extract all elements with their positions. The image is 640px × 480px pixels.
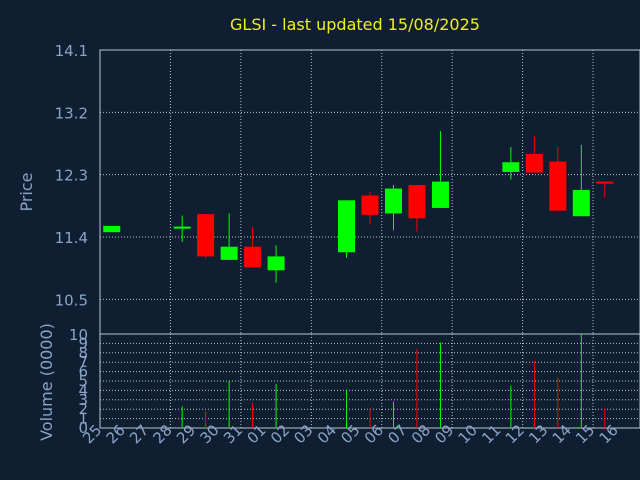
- candle-body: [338, 200, 356, 253]
- price-tick-labels: 14.1 13.2 12.3 11.4 10.5 10: [55, 42, 88, 344]
- candle-body: [408, 185, 426, 219]
- candle-body: [384, 188, 402, 214]
- price-tick-label: 13.2: [55, 104, 88, 122]
- price-tick-label: 10: [69, 326, 88, 344]
- volume-axis-label: Volume (0000): [37, 323, 56, 441]
- candle-body: [220, 246, 238, 260]
- volume-tick-label: 1: [78, 410, 88, 428]
- volume-tick-label: 7: [78, 353, 88, 371]
- candle-body: [361, 195, 379, 215]
- price-tick-label: 10.5: [55, 291, 88, 309]
- volume-tick-label: 3: [78, 391, 88, 409]
- volume-bars: [181, 334, 606, 428]
- x-axis-label: Day: [333, 458, 363, 476]
- volume-tick-label: 6: [78, 363, 88, 381]
- candle-body: [525, 153, 543, 173]
- candle-body: [572, 189, 590, 217]
- price-tick-label: 11.4: [55, 229, 88, 247]
- candle-body: [244, 246, 262, 268]
- chart-title: GLSI - last updated 15/08/2025: [230, 15, 480, 34]
- price-axis-label: Price: [17, 172, 36, 211]
- candle-body: [197, 214, 215, 257]
- candle-body: [173, 226, 191, 229]
- candle-body: [431, 181, 449, 208]
- candle-body: [502, 162, 520, 172]
- volume-tick-label: 4: [78, 381, 88, 399]
- candle-body: [267, 256, 285, 271]
- candle-body: [549, 161, 567, 211]
- candle-body: [596, 181, 614, 184]
- candle-body: [103, 225, 121, 233]
- volume-tick-label: 0: [78, 419, 88, 437]
- price-tick-label: 14.1: [55, 42, 88, 60]
- candles: [103, 131, 614, 283]
- volume-tick-label: 8: [78, 344, 88, 362]
- x-tick-labels: 2526272829303101020304050607080910111213…: [79, 421, 622, 447]
- volume-tick-label: 5: [78, 372, 88, 390]
- volume-tick-label: 2: [78, 400, 88, 418]
- price-tick-label: 12.3: [55, 167, 88, 185]
- volume-tick-label: 9: [78, 334, 88, 352]
- price-panel: 14.1 13.2 12.3 11.4 10.5 10: [55, 42, 640, 344]
